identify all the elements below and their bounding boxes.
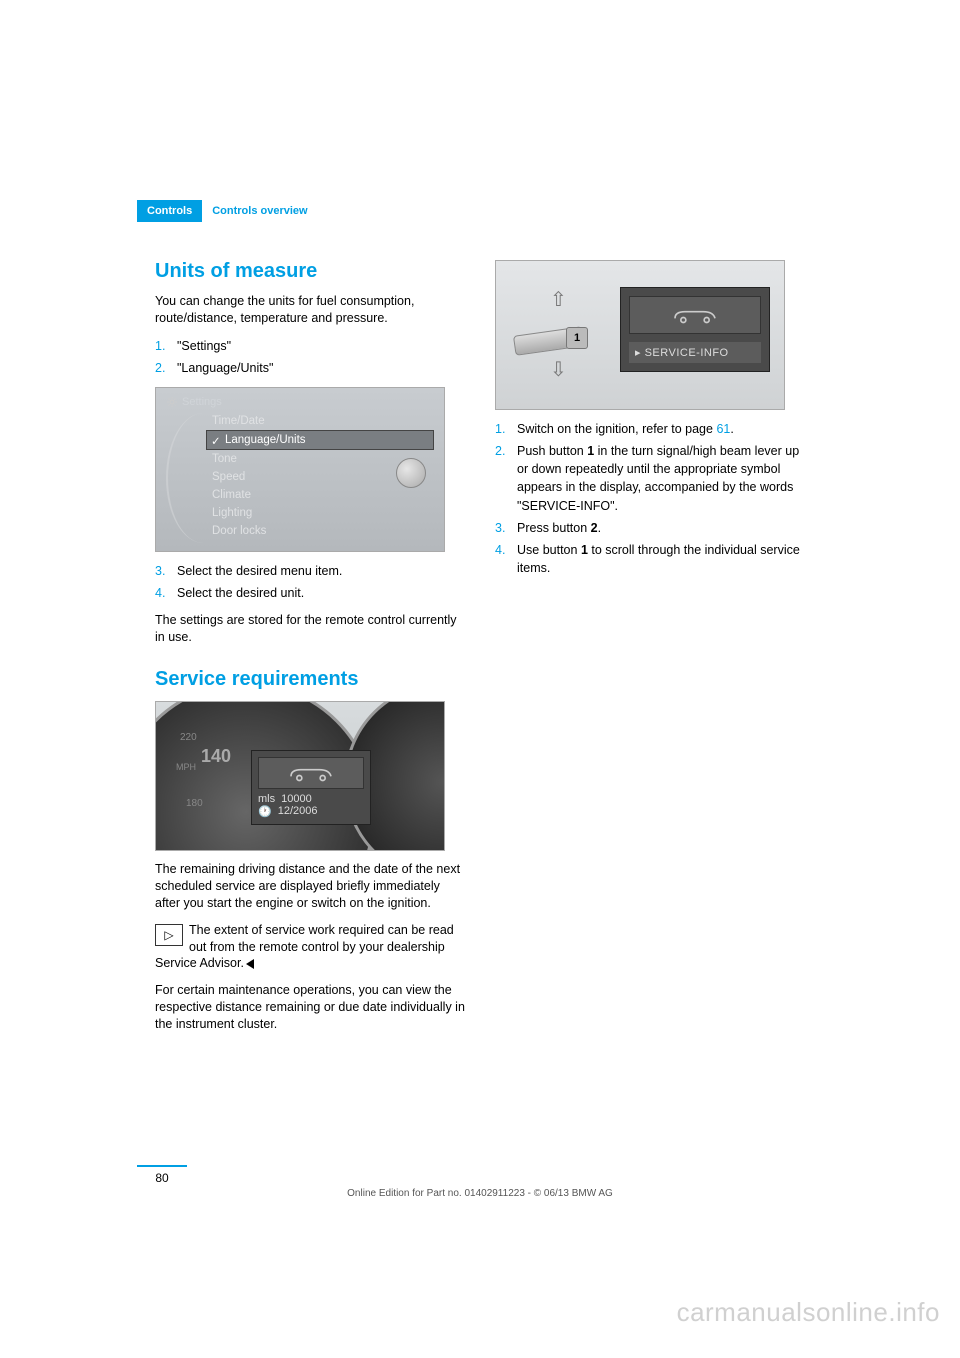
right-column: ⇧ 1 ⇩ ▸ SERVICE-INFO 1. Switch on the ig… — [495, 260, 805, 1043]
mls-label: mls — [258, 793, 275, 805]
arrow-down-icon: ⇩ — [550, 357, 567, 382]
menu-arc — [166, 413, 206, 543]
units-steps-b: 3.Select the desired menu item. 4.Select… — [155, 562, 465, 602]
clock-icon: 🕐 — [258, 805, 272, 818]
units-heading: Units of measure — [155, 260, 465, 283]
units-steps-a: 1."Settings" 2."Language/Units" — [155, 337, 465, 377]
page-link[interactable]: 61 — [716, 422, 730, 436]
car-icon-box — [629, 296, 761, 334]
gear-icon — [166, 396, 178, 408]
list-item: 2. Push button 1 in the turn signal/high… — [495, 442, 805, 515]
speed-value: 140 — [201, 746, 231, 767]
step-text: Switch on the ignition, refer to page 61… — [517, 420, 734, 438]
list-item: 1."Settings" — [155, 337, 465, 355]
list-item: 3.Select the desired menu item. — [155, 562, 465, 580]
service-heading: Service requirements — [155, 668, 465, 691]
note-text: The extent of service work required can … — [155, 923, 454, 971]
step-number: 3. — [155, 562, 177, 580]
lever-button-1: 1 — [566, 327, 588, 349]
step-number: 2. — [155, 359, 177, 377]
page-number: 80 — [137, 1165, 187, 1185]
step-text: Select the desired menu item. — [177, 562, 342, 580]
idrive-knob — [396, 458, 426, 488]
dial-tick: 220 — [180, 732, 197, 743]
units-intro: You can change the units for fuel consum… — [155, 293, 465, 327]
service-info-label: ▸ SERVICE-INFO — [629, 342, 761, 363]
lever-area: ⇧ 1 ⇩ — [506, 281, 606, 381]
service-info-box: mls 10000 🕐 12/2006 — [251, 750, 371, 825]
step-text: Push button 1 in the turn signal/high be… — [517, 442, 805, 515]
step-text: "Language/Units" — [177, 359, 273, 377]
step-text: "Settings" — [177, 337, 231, 355]
service-para1: The remaining driving distance and the d… — [155, 861, 465, 912]
breadcrumb-active: Controls — [137, 200, 202, 222]
menu-item-selected: Language/Units — [206, 430, 434, 450]
breadcrumb: Controls Controls overview — [137, 200, 318, 222]
menu-item: Lighting — [206, 504, 434, 522]
note-end-icon — [246, 959, 254, 969]
units-outro: The settings are stored for the remote c… — [155, 612, 465, 646]
left-column: Units of measure You can change the unit… — [155, 260, 465, 1043]
step-text: Select the desired unit. — [177, 584, 304, 602]
step-text: Press button 2. — [517, 519, 601, 537]
lever-screenshot: ⇧ 1 ⇩ ▸ SERVICE-INFO — [495, 260, 785, 410]
car-icon-box — [258, 757, 364, 789]
date-value: 12/2006 — [278, 805, 318, 818]
footer-text: Online Edition for Part no. 01402911223 … — [0, 1188, 960, 1199]
service-steps: 1. Switch on the ignition, refer to page… — [495, 420, 805, 577]
breadcrumb-section: Controls overview — [202, 200, 317, 222]
note-icon: ▷ — [155, 924, 183, 946]
step-number: 1. — [155, 337, 177, 355]
menu-item: Time/Date — [206, 412, 434, 430]
list-item: 1. Switch on the ignition, refer to page… — [495, 420, 805, 438]
cluster-screenshot: 220 140 MPH 180 mls 10000 🕐 12/2006 — [155, 701, 445, 851]
dial-tick: 180 — [186, 798, 203, 809]
watermark: carmanualsonline.info — [677, 1297, 940, 1328]
mls-value: 10000 — [281, 793, 312, 805]
service-display-box: ▸ SERVICE-INFO — [620, 287, 770, 372]
menu-item: Door locks — [206, 522, 434, 540]
car-icon — [670, 303, 720, 327]
arrow-up-icon: ⇧ — [550, 287, 567, 312]
list-item: 4.Select the desired unit. — [155, 584, 465, 602]
service-para2: For certain maintenance operations, you … — [155, 982, 465, 1033]
step-number: 3. — [495, 519, 517, 537]
list-item: 3. Press button 2. — [495, 519, 805, 537]
menu-header: Settings — [166, 396, 434, 408]
menu-item: Climate — [206, 486, 434, 504]
step-number: 4. — [155, 584, 177, 602]
step-text: Use button 1 to scroll through the indiv… — [517, 541, 805, 577]
car-icon — [286, 761, 336, 785]
list-item: 2."Language/Units" — [155, 359, 465, 377]
list-item: 4. Use button 1 to scroll through the in… — [495, 541, 805, 577]
page-columns: Units of measure You can change the unit… — [155, 260, 805, 1043]
step-number: 4. — [495, 541, 517, 577]
service-note: ▷ The extent of service work required ca… — [155, 922, 465, 973]
speed-unit: MPH — [176, 762, 196, 772]
settings-menu-screenshot: Settings Time/Date Language/Units Tone S… — [155, 387, 445, 552]
step-number: 1. — [495, 420, 517, 438]
step-number: 2. — [495, 442, 517, 515]
